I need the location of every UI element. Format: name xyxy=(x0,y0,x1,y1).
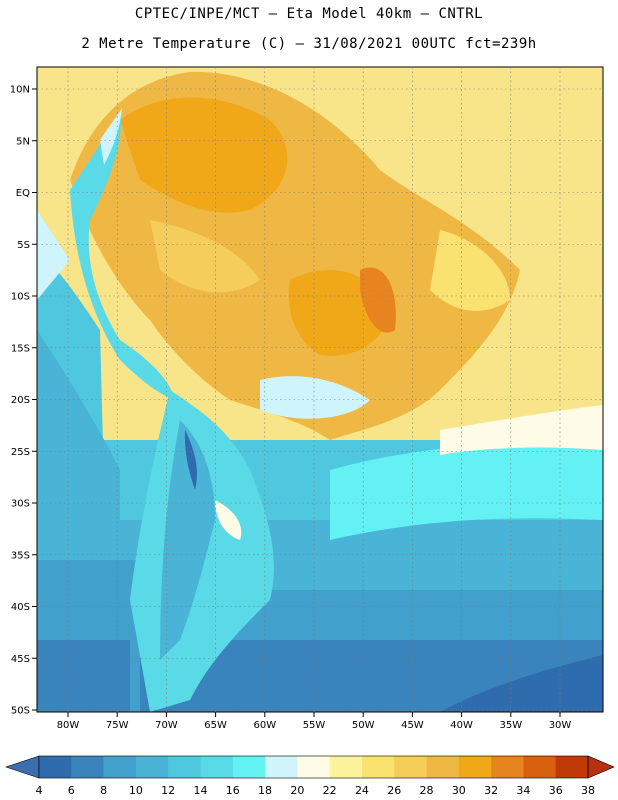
lat-label: 35S xyxy=(11,550,30,561)
colorbar-swatch xyxy=(103,756,137,778)
colorbar-label: 28 xyxy=(420,784,434,797)
colorbar-swatch xyxy=(458,756,492,778)
colorbar-label: 24 xyxy=(355,784,369,797)
colorbar-low-arrow xyxy=(5,755,40,779)
colorbar-label: 10 xyxy=(129,784,143,797)
lon-label: 50W xyxy=(352,720,375,731)
colorbar-label: 34 xyxy=(516,784,530,797)
colorbar-swatch xyxy=(297,756,330,778)
colorbar-label: 22 xyxy=(323,784,337,797)
colorbar-label: 16 xyxy=(226,784,240,797)
colorbar-swatch xyxy=(555,756,589,778)
colorbar-label: 12 xyxy=(161,784,175,797)
lon-label: 45W xyxy=(401,720,424,731)
lon-label: 55W xyxy=(303,720,326,731)
colorbar-swatch xyxy=(71,756,104,778)
colorbar-label: 32 xyxy=(484,784,498,797)
colorbar-swatch xyxy=(523,756,557,778)
title-line-2: 2 Metre Temperature (C) – 31/08/2021 00U… xyxy=(81,36,537,52)
colorbar xyxy=(5,755,615,779)
lat-label: 30S xyxy=(11,499,30,510)
colorbar-label: 30 xyxy=(452,784,466,797)
colorbar-label: 4 xyxy=(36,784,43,797)
lon-label: 80W xyxy=(57,720,80,731)
lat-label: EQ xyxy=(16,188,30,199)
lon-label: 60W xyxy=(253,720,276,731)
colorbar-swatch xyxy=(232,756,266,778)
lat-label: 50S xyxy=(11,706,30,717)
lat-label: 20S xyxy=(11,395,30,406)
lon-label: 75W xyxy=(106,720,129,731)
lat-label: 40S xyxy=(11,602,30,613)
colorbar-label: 20 xyxy=(290,784,304,797)
colorbar-swatch xyxy=(361,756,395,778)
lat-label: 10S xyxy=(11,292,30,303)
colorbar-label: 14 xyxy=(193,784,207,797)
colorbar-swatch xyxy=(394,756,427,778)
colorbar-swatch xyxy=(135,756,169,778)
lon-label: 30W xyxy=(549,720,572,731)
colorbar-label: 38 xyxy=(581,784,595,797)
lat-label: 5N xyxy=(16,136,30,147)
colorbar-swatch xyxy=(265,756,298,778)
lat-label: 25S xyxy=(11,447,30,458)
lon-label: 35W xyxy=(499,720,522,731)
lon-label: 65W xyxy=(204,720,227,731)
lat-label: 45S xyxy=(11,654,30,665)
colorbar-swatch xyxy=(168,756,201,778)
colorbar-swatch xyxy=(39,756,72,778)
title-line-1: CPTEC/INPE/MCT – Eta Model 40km – CNTRL xyxy=(134,6,484,22)
colorbar-high-arrow xyxy=(587,755,615,779)
colorbar-label: 18 xyxy=(258,784,272,797)
lon-label: 40W xyxy=(450,720,473,731)
colorbar-swatch xyxy=(491,756,524,778)
lat-label: 10N xyxy=(10,85,30,96)
lat-label: 15S xyxy=(11,343,30,354)
colorbar-label: 6 xyxy=(68,784,75,797)
lon-label: 70W xyxy=(155,720,178,731)
colorbar-swatch xyxy=(329,756,363,778)
colorbar-swatch xyxy=(426,756,460,778)
colorbar-label: 8 xyxy=(100,784,107,797)
lat-label: 5S xyxy=(17,240,30,251)
colorbar-label: 36 xyxy=(549,784,563,797)
colorbar-label: 26 xyxy=(387,784,401,797)
colorbar-swatch xyxy=(200,756,234,778)
